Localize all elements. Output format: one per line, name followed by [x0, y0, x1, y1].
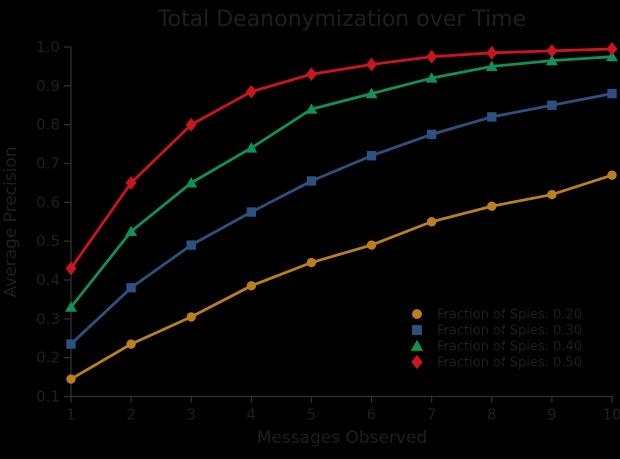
legend-label: Fraction of Spies: 0.40	[437, 340, 582, 355]
x-tick-label: 3	[186, 406, 196, 424]
data-point-triangle	[606, 50, 618, 62]
plot-series	[65, 42, 618, 384]
data-point-triangle	[185, 177, 198, 188]
axes: 0.1 0.2 0.3 0.4 0.5 0.6 0.7 0.8 0.9 1.0 1 2 3 4 5 6 7 8 9 1…	[36, 38, 620, 424]
x-axis-label: Messages Observed	[257, 428, 428, 448]
y-tick-label: 0.9	[36, 77, 60, 95]
data-point-square	[126, 283, 136, 293]
x-tick-label: 6	[367, 406, 377, 424]
series-line	[70, 173, 613, 381]
y-tick-label: 0.4	[36, 271, 60, 289]
data-point-triangle	[545, 54, 558, 66]
x-tick-label: 10	[602, 406, 620, 424]
series-line	[69, 47, 613, 270]
data-point-circle	[126, 339, 136, 349]
data-point-circle	[186, 312, 196, 322]
data-point-circle	[487, 201, 497, 211]
data-point-square	[186, 240, 196, 250]
series-square	[66, 88, 617, 349]
data-point-diamond	[546, 44, 558, 58]
data-point-diamond	[486, 46, 498, 60]
data-point-square	[547, 100, 557, 110]
data-point-square	[246, 207, 257, 217]
legend-item: Fraction of Spies: 0.50	[411, 354, 582, 371]
series-line	[70, 92, 613, 346]
data-point-circle	[607, 170, 617, 180]
series-diamond	[65, 42, 618, 276]
data-point-triangle	[485, 60, 498, 72]
data-point-circle	[306, 257, 317, 268]
data-point-triangle	[125, 225, 138, 237]
y-tick-label: 0.3	[36, 310, 60, 328]
data-point-triangle	[245, 142, 258, 153]
data-point-circle	[366, 240, 377, 250]
data-point-square	[426, 129, 437, 140]
y-tick-label: 0.5	[36, 232, 60, 250]
data-point-square	[487, 112, 497, 122]
legend-item: Fraction of Spies: 0.40	[410, 339, 582, 355]
data-point-square	[66, 339, 76, 349]
data-point-diamond	[426, 49, 438, 64]
data-point-diamond	[366, 57, 377, 72]
series-line	[69, 55, 613, 309]
x-tick-label: 1	[66, 406, 76, 424]
data-point-diamond	[185, 117, 197, 132]
x-tick-label: 4	[247, 406, 257, 424]
data-point-square	[306, 176, 317, 186]
series-triangle	[65, 50, 618, 312]
data-point-circle	[426, 217, 437, 227]
legend-item: Fraction of Spies: 0.20	[412, 308, 582, 323]
x-tick-label: 7	[427, 406, 437, 424]
y-tick-label: 0.7	[36, 155, 60, 173]
data-point-diamond	[125, 176, 137, 190]
x-tick-label: 8	[487, 406, 497, 424]
series-circle	[66, 170, 617, 384]
y-tick-label: 0.2	[36, 349, 60, 367]
data-point-triangle	[305, 103, 318, 114]
data-point-circle	[246, 281, 257, 291]
legend-item: Fraction of Spies: 0.30	[412, 324, 582, 339]
data-point-circle	[547, 189, 557, 200]
data-point-triangle	[65, 301, 77, 312]
legend-label: Fraction of Spies: 0.30	[437, 324, 582, 339]
y-tick-label: 0.8	[36, 116, 60, 134]
chart-title: Total Deanonymization over Time	[157, 7, 526, 32]
data-point-diamond	[306, 67, 317, 81]
data-point-circle	[412, 309, 422, 319]
data-point-square	[607, 88, 617, 99]
data-point-diamond	[245, 84, 257, 99]
legend-label: Fraction of Spies: 0.50	[437, 356, 582, 371]
data-point-circle	[66, 374, 76, 384]
data-point-diamond	[65, 261, 77, 276]
data-point-square	[366, 151, 377, 161]
x-tick-label: 2	[126, 406, 136, 424]
y-tick-label: 1.0	[36, 38, 60, 56]
data-point-triangle	[365, 87, 378, 99]
x-tick-label: 9	[547, 406, 557, 424]
y-tick-label: 0.1	[36, 388, 60, 406]
data-point-diamond	[606, 42, 618, 56]
data-point-triangle	[410, 339, 424, 351]
data-point-triangle	[425, 72, 438, 83]
data-point-diamond	[411, 354, 423, 370]
legend-label: Fraction of Spies: 0.20	[437, 308, 582, 323]
y-tick-label: 0.6	[36, 193, 60, 211]
y-axis-label: Average Precision	[1, 146, 21, 297]
x-tick-label: 5	[307, 406, 317, 424]
data-point-square	[412, 325, 422, 335]
